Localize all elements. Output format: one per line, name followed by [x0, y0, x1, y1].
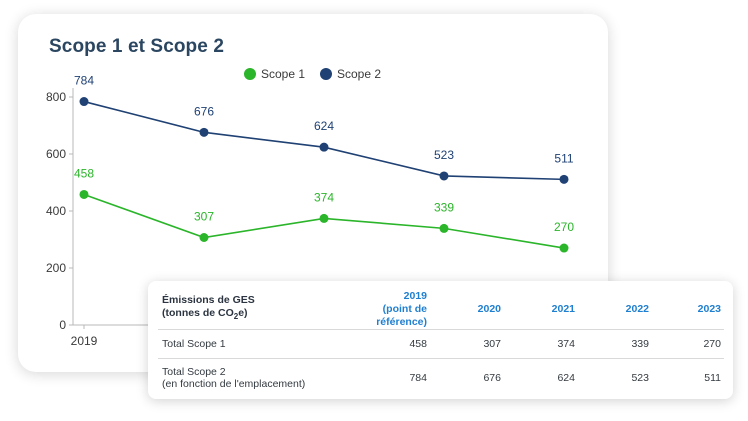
data-point [319, 213, 329, 223]
legend-label: Scope 1 [261, 67, 305, 81]
emissions-table: Émissions de GES (tonnes de CO2e) 2019 (… [158, 289, 724, 397]
y-tick-label: 800 [46, 90, 66, 104]
table-cell: 676 [483, 372, 501, 384]
table-header-2020: 2020 [430, 289, 504, 330]
table-header-2019: 2019 (point de référence) [326, 289, 430, 330]
table-cell: 458 [326, 329, 430, 359]
table-cell: 374 [504, 329, 578, 359]
row-label: Total Scope 2 (en fonction de l'emplacem… [162, 366, 306, 390]
legend-label: Scope 2 [337, 67, 381, 81]
data-point [439, 223, 449, 233]
table-cell: 307 [430, 329, 504, 359]
y-tick-label: 400 [46, 204, 66, 218]
data-point [559, 174, 569, 184]
y-tick-label: 600 [46, 147, 66, 161]
data-point [199, 127, 209, 137]
table-cell: 511 [704, 372, 721, 384]
data-label: 523 [434, 148, 454, 162]
table-cell: 784 [409, 372, 427, 384]
data-point [319, 142, 329, 152]
data-label: 307 [194, 210, 214, 224]
data-point [199, 233, 209, 243]
legend-marker [244, 68, 256, 80]
y-tick-label: 0 [59, 318, 66, 332]
chart-series: 458 307 374 339 270 784 676 624 523 511 [74, 74, 574, 253]
table-cell: 523 [631, 372, 649, 384]
chart-legend: Scope 1 Scope 2 [244, 67, 381, 81]
legend-marker [320, 68, 332, 80]
x-tick-label: 2019 [71, 334, 98, 348]
table-row: Total Scope 2 (en fonction de l'emplacem… [158, 359, 724, 398]
chart-title: Scope 1 et Scope 2 [49, 36, 224, 57]
data-point [79, 97, 89, 107]
data-label: 270 [554, 220, 574, 234]
data-point [439, 171, 449, 181]
y-tick-label: 200 [46, 261, 66, 275]
table-cell: 339 [578, 329, 652, 359]
series-line [83, 100, 565, 181]
data-label: 676 [194, 104, 214, 118]
data-label: 458 [74, 166, 94, 180]
data-label: 624 [314, 119, 334, 133]
table-header-row: Émissions de GES (tonnes de CO2e) 2019 (… [158, 289, 724, 330]
table-cell: 624 [557, 372, 575, 384]
data-label: 511 [554, 151, 573, 165]
emissions-table-card: Émissions de GES (tonnes de CO2e) 2019 (… [148, 281, 733, 399]
table-header-2021: 2021 [504, 289, 578, 330]
table-header-2022: 2022 [578, 289, 652, 330]
table-header-2023: 2023 [652, 289, 724, 330]
data-label: 784 [74, 74, 94, 88]
table-row: Total Scope 1 458 307 374 339 270 [158, 329, 724, 359]
table-header-ghg: Émissions de GES (tonnes de CO2e) [158, 289, 326, 330]
data-point [79, 189, 89, 199]
table-cell: 270 [652, 329, 724, 359]
data-label: 374 [314, 190, 334, 204]
row-label: Total Scope 1 [158, 329, 326, 359]
data-label: 339 [434, 200, 454, 214]
data-point [559, 243, 569, 253]
